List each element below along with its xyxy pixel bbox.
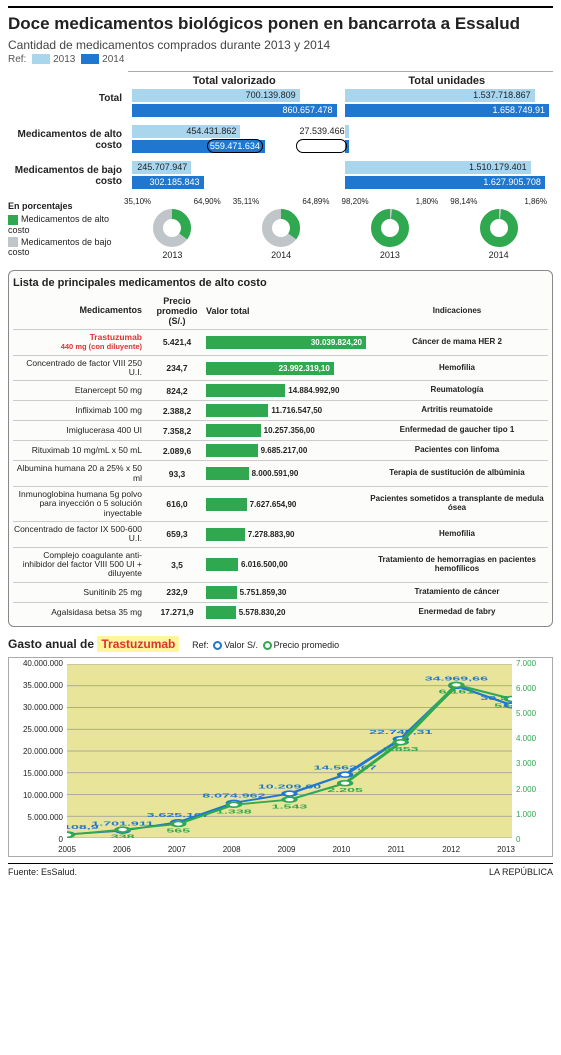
bar-row: Medicamentos de bajo costo245.707.947302… xyxy=(8,161,553,191)
table-row: Rituximab 10 mg/mL x 50 mL2.089,69.685.2… xyxy=(13,440,548,460)
table-row: Complejo coagulante anti-inhibidor del f… xyxy=(13,547,548,582)
donut: 98,14%1,86%2014 xyxy=(444,197,553,260)
svg-text:1.701.911: 1.701.911 xyxy=(91,821,153,827)
svg-text:10.209.60: 10.209.60 xyxy=(258,784,321,790)
table-row: Concentrado de factor VIII 250 U.I.234,7… xyxy=(13,355,548,381)
donut: 35,11%64,89%2014 xyxy=(227,197,336,260)
table-row: Albumina humana 20 a 25% x 50 ml93,38.00… xyxy=(13,460,548,486)
table-row: Concentrado de factor IX 500-600 U.I.659… xyxy=(13,521,548,547)
footer: Fuente: EsSalud. LA REPÚBLICA xyxy=(8,863,553,877)
subtitle: Cantidad de medicamentos comprados duran… xyxy=(8,38,553,52)
table-row: Trastuzumab440 mg (con diluyente)5.421,4… xyxy=(13,329,548,355)
svg-text:3.853: 3.853 xyxy=(383,746,419,752)
table-row: Infliximab 100 mg2.388,211.716.547,50Art… xyxy=(13,400,548,420)
table-row: Imiglucerasa 400 UI7.358,210.257.356,00E… xyxy=(13,420,548,440)
svg-text:1.338: 1.338 xyxy=(216,809,252,815)
annual-chart: Gasto anual de Trastuzumab Ref: Valor S/… xyxy=(8,637,553,857)
svg-text:5.594: 5.594 xyxy=(494,703,512,709)
bar-col-headers: Total valorizado Total unidades xyxy=(8,71,553,87)
svg-text:2.205: 2.205 xyxy=(327,787,363,793)
svg-text:6.161: 6.161 xyxy=(439,689,475,695)
table-row: Agalsidasa betsa 35 mg17.271,95.578.830,… xyxy=(13,602,548,622)
donut: 98,20%1,80%2013 xyxy=(336,197,445,260)
pct-section: En porcentajes Medicamentos de alto cost… xyxy=(8,197,553,260)
bar-row: Medicamentos de alto costo454.431.862559… xyxy=(8,125,553,155)
svg-text:565: 565 xyxy=(166,828,190,834)
svg-text:8.074.962: 8.074.962 xyxy=(202,793,265,799)
swatch-2014 xyxy=(81,54,99,64)
bar-row: Total700.139.809860.657.4781.537.718.867… xyxy=(8,89,553,119)
table-row: Etanercept 50 mg824,214.884.992,90Reumat… xyxy=(13,380,548,400)
swatch-2013 xyxy=(32,54,50,64)
donut: 35,10%64,90%2013 xyxy=(118,197,227,260)
svg-text:1.543: 1.543 xyxy=(272,804,308,810)
page-title: Doce medicamentos biológicos ponen en ba… xyxy=(8,6,553,38)
svg-text:22.745,31: 22.745,31 xyxy=(369,729,432,735)
svg-text:34.969,66: 34.969,66 xyxy=(425,676,488,682)
meds-table: Lista de principales medicamentos de alt… xyxy=(8,270,553,627)
svg-text:338: 338 xyxy=(111,833,135,837)
table-row: Sunitinib 25 mg232,95.751.859,30Tratamie… xyxy=(13,582,548,602)
table-row: Inmunoglobina humana 5g polvo para inyec… xyxy=(13,486,548,521)
legend-years: Ref: 2013 2014 xyxy=(8,54,553,65)
